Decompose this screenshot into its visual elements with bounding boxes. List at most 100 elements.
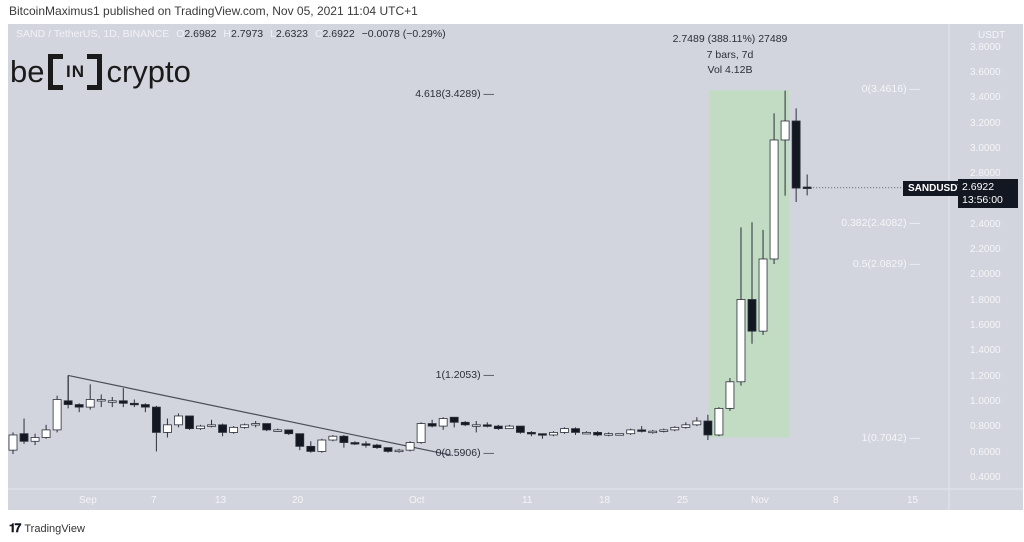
candle-body [615,433,625,436]
candle-body [780,120,790,141]
candle-body [240,424,250,428]
time-tick: 13 [215,495,227,506]
candle-body [769,139,779,260]
candle-body [527,432,536,435]
candle-body [560,428,569,433]
ohlc-legend: SAND / TetherUS, 1D, BINANCE O2.6982 H2.… [16,28,446,40]
descending-trendline [68,374,452,456]
candle-body [262,423,272,431]
candle-body [471,424,481,427]
candle-body [482,424,492,427]
price-tick: 1.6000 [970,320,1001,332]
time-tick: 7 [151,495,157,506]
symbol-price-tag: SANDUSDT [903,181,969,196]
candle-body [703,420,713,436]
fib-level-label: 0(0.5906) — [435,446,494,459]
candle-body [648,430,658,434]
candle-body [637,429,647,432]
candle-body [339,435,349,443]
price-tick: 3.8000 [970,41,1001,53]
candle-body [515,425,525,433]
candle-body [593,432,602,436]
candle-body [438,418,448,427]
candle-body [725,381,735,409]
candle-body [129,402,139,406]
price-tick: 0.4000 [970,472,1001,483]
fib-level-label: 0(3.4616) — [861,83,920,96]
candle-body [207,424,216,427]
fib-level-label: 0.382(2.4082) — [841,216,920,229]
candle-body [163,424,172,433]
price-tick: 2.0000 [970,269,1001,281]
publish-info: BitcoinMaximus1 published on TradingView… [9,4,418,18]
time-tick: 11 [522,495,533,506]
change-value: −0.0078 (−0.29%) [361,28,446,40]
tradingview-footer[interactable]: 𝟏𝟕 TradingView [9,521,85,535]
symbol-label[interactable]: SAND / TetherUS, 1D, BINANCE [16,28,170,40]
candle-body [416,423,426,443]
candle-body [174,415,183,426]
time-tick: 15 [907,495,919,506]
candle-body [802,186,812,189]
range-measure-label: 2.7489 (388.11%) 27489 7 bars, 7d Vol 4.… [672,33,788,76]
fib-level-label: 1(0.7042) — [861,432,920,445]
time-tick: 20 [292,495,304,506]
price-tick: 2.4000 [970,218,1001,230]
candle-body [30,437,40,442]
candle-body [273,429,283,432]
candle-body [538,433,547,436]
candle-body [317,439,327,452]
chart-frame[interactable] [8,24,1023,510]
candle-body [8,434,18,451]
candle-body [196,425,205,430]
last-price-tag: 2.6922 13:56:00 [958,179,1018,208]
price-tick: 3.0000 [970,142,1001,154]
candle-body [229,426,239,433]
candle-body [670,426,680,431]
time-tick: Sep [79,495,97,506]
candle-body [284,429,294,435]
price-tick: 0.8000 [970,421,1001,433]
candle-body [460,421,470,426]
high-value: 2.7973 [231,28,264,40]
candle-body [306,445,316,452]
candle-body [96,399,106,402]
candle-body [736,299,746,383]
candle-body [185,415,194,430]
candle-body [571,428,580,433]
price-tick: 0.6000 [970,446,1001,458]
tradingview-logo-icon: 𝟏𝟕 [9,521,21,535]
candle-body [549,432,558,436]
fib-level-label: 4.618(3.4289) — [415,87,494,100]
candle-body [372,444,382,449]
candle-body [118,400,128,404]
candle-body [63,400,73,405]
time-tick: 25 [677,495,689,506]
logo-bracket-icon: IN [48,54,103,90]
price-tick: 1.4000 [970,345,1001,357]
fib-level-label: 0.5(2.0829) — [852,257,920,270]
candle-body [791,120,801,189]
low-value: 2.6323 [275,28,309,40]
candle-body [427,423,437,427]
candle-body [41,429,51,438]
candle-body [604,433,614,436]
candle-body [218,424,227,433]
price-tick: 1.8000 [970,294,1001,306]
time-tick: Nov [751,495,769,506]
price-tick: 3.6000 [970,66,1001,78]
price-tick: 2.2000 [970,244,1001,256]
close-value: 2.6922 [322,28,355,40]
candle-body [52,399,62,431]
candle-body [582,432,591,435]
fib-level-label: 1(1.2053) — [435,369,494,382]
price-tick: 3.2000 [970,117,1001,129]
candle-body [504,425,514,430]
price-tick: 2.8000 [970,168,1001,180]
candle-body [394,449,404,453]
candle-body [151,406,161,433]
candle-body [747,299,757,332]
time-tick: 8 [833,495,839,506]
candle-body [449,416,459,423]
